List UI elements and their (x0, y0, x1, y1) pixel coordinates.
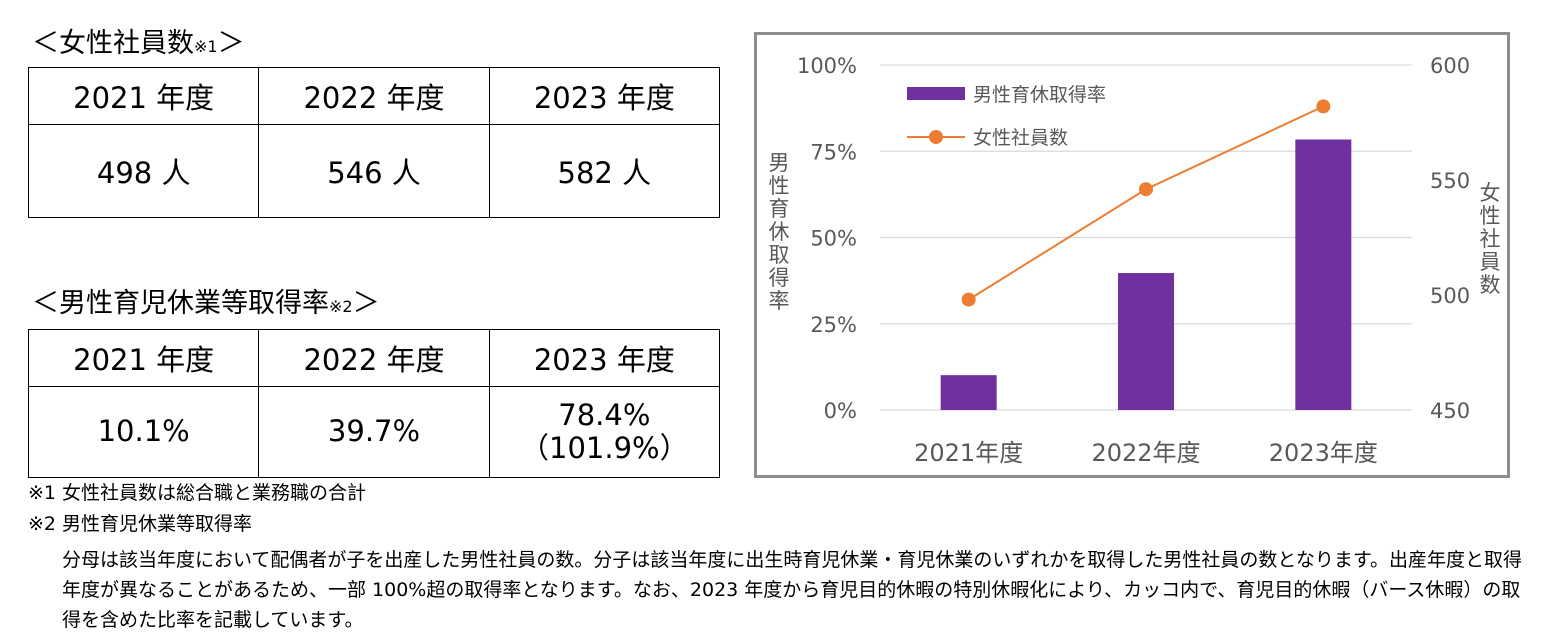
table-row: 10.1% 39.7% 78.4% （101.9%） (27, 386, 721, 478)
paternity-rate-title-close: ＞ (352, 288, 380, 319)
category-label: 2022年度 (1091, 439, 1200, 467)
table-header-cell: 2021 年度 (27, 329, 260, 387)
table-cell: 546 人 (258, 124, 490, 218)
category-label: 2021年度 (914, 439, 1023, 467)
bar (1118, 273, 1174, 410)
female-count-note-mark: ※1 (194, 37, 218, 56)
table-header-row: 2021 年度 2022 年度 2023 年度 (27, 67, 721, 125)
table-row: 498 人 546 人 582 人 (27, 124, 721, 218)
table-cell: 39.7% (258, 386, 490, 478)
table-header-cell: 2023 年度 (488, 329, 721, 387)
combo-chart: 0%25%50%75%100%450500550600男性育休取得率女性社員数2… (769, 54, 1501, 467)
table-cell-subvalue: （101.9%） (520, 431, 689, 465)
left-axis-tick-label: 25% (810, 313, 857, 337)
table-cell-value: 78.4% (558, 397, 651, 432)
table-header-cell: 2023 年度 (488, 67, 721, 125)
line-point (1139, 182, 1153, 197)
legend-swatch-marker (929, 130, 943, 144)
left-axis-tick-label: 100% (797, 54, 857, 78)
right-axis-tick-label: 550 (1430, 169, 1470, 193)
table-cell: 10.1% (27, 386, 260, 478)
footnote-description: 分母は該当年度において配偶者が子を出産した男性社員の数。分子は該当年度に出生時育… (62, 549, 1522, 631)
legend-label: 女性社員数 (973, 127, 1068, 149)
right-axis-tick-label: 500 (1430, 284, 1470, 308)
line-point (961, 292, 976, 307)
table-header-cell: 2022 年度 (258, 329, 490, 387)
legend-swatch-bar (907, 87, 965, 100)
paternity-rate-note-mark: ※2 (329, 297, 353, 316)
table-cell-2023: 78.4% （101.9%） (488, 386, 721, 478)
female-count-table: 2021 年度 2022 年度 2023 年度 498 人 546 人 582 … (27, 67, 721, 218)
line-point (1316, 99, 1331, 114)
paternity-rate-title: ＜男性育児休業等取得率 (32, 288, 329, 319)
footnote-2: ※2 男性育児休業等取得率 (28, 513, 253, 535)
paternity-rate-heading: ＜男性育児休業等取得率※2＞ (32, 290, 380, 317)
bar (1295, 139, 1352, 410)
legend-label: 男性育休取得率 (973, 84, 1106, 106)
footnote-1: ※1 女性社員数は総合職と業務職の合計 (28, 482, 367, 504)
table-header-cell: 2022 年度 (258, 67, 490, 125)
table-header-row: 2021 年度 2022 年度 2023 年度 (27, 329, 721, 387)
female-count-heading: ＜女性社員数※1＞ (32, 30, 245, 57)
left-axis-title: 男性育休取得率 (769, 151, 790, 313)
left-axis-tick-label: 0% (824, 399, 857, 423)
table-cell: 498 人 (27, 124, 260, 218)
table-cell: 582 人 (488, 124, 721, 218)
bar (940, 375, 997, 410)
right-axis-title: 女性社員数 (1480, 181, 1501, 297)
right-axis-tick-label: 450 (1430, 399, 1470, 423)
right-axis-tick-label: 600 (1430, 54, 1470, 78)
chart-frame: 0% 25% 50% 75% 100% 450 500 550 600 男性育休取得率 女性社員数 2… (754, 32, 1510, 478)
category-label: 2023年度 (1269, 439, 1378, 467)
left-axis-tick-label: 50% (810, 227, 857, 251)
paternity-rate-table: 2021 年度 2022 年度 2023 年度 10.1% 39.7% 78.4… (27, 329, 721, 478)
left-axis-tick-label: 75% (810, 140, 857, 164)
table-header-cell: 2021 年度 (27, 67, 260, 125)
female-count-title: ＜女性社員数 (32, 28, 194, 59)
female-count-title-close: ＞ (217, 28, 245, 59)
